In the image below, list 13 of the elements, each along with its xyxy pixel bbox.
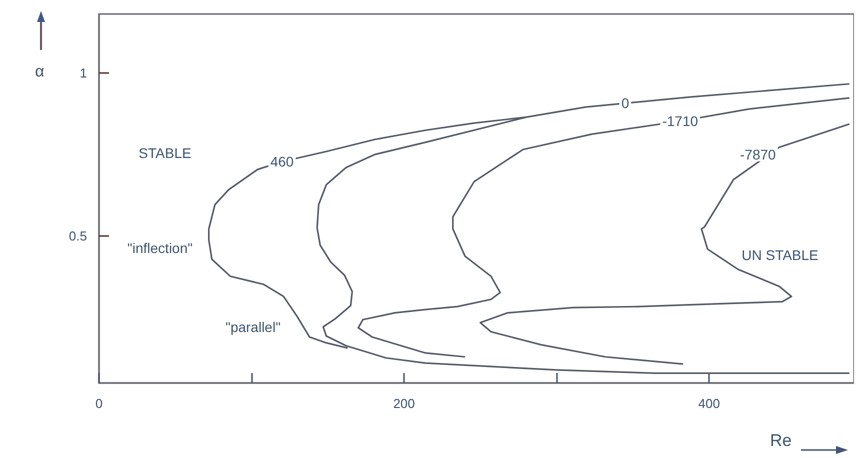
annotation: "inflection" <box>127 240 193 256</box>
y-axis-title: α <box>35 64 44 80</box>
annotation: STABLE <box>138 145 192 161</box>
annotation: "parallel" <box>225 319 281 335</box>
annotation: -7870 <box>740 146 776 162</box>
x-tick-label: 0 <box>95 396 103 411</box>
x-tick-label: 400 <box>698 396 720 411</box>
x-axis-title: Re <box>770 431 792 450</box>
annotation: UN STABLE <box>742 247 818 263</box>
annotation: 0 <box>621 95 630 112</box>
x-tick-label: 200 <box>393 396 415 411</box>
y-tick-label: 1 <box>80 65 87 80</box>
y-tick-label: 0.5 <box>68 228 87 244</box>
